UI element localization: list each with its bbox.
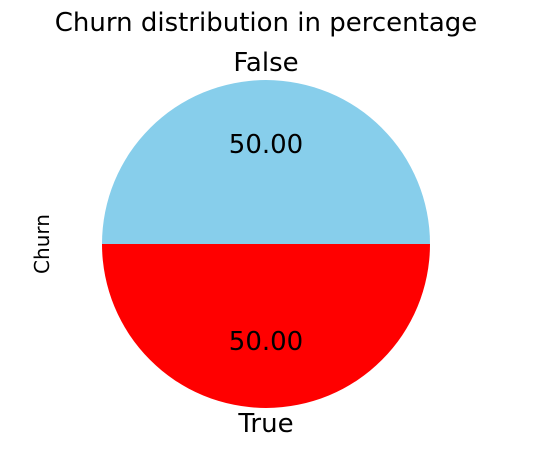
category-label-true: True: [237, 409, 293, 439]
pie-slice-false: [102, 80, 430, 244]
value-label-false: 50.00: [229, 130, 303, 160]
y-axis-label: Churn: [30, 214, 54, 274]
chart-title: Churn distribution in percentage: [55, 8, 478, 38]
value-label-true: 50.00: [229, 327, 303, 357]
category-label-false: False: [233, 48, 298, 78]
